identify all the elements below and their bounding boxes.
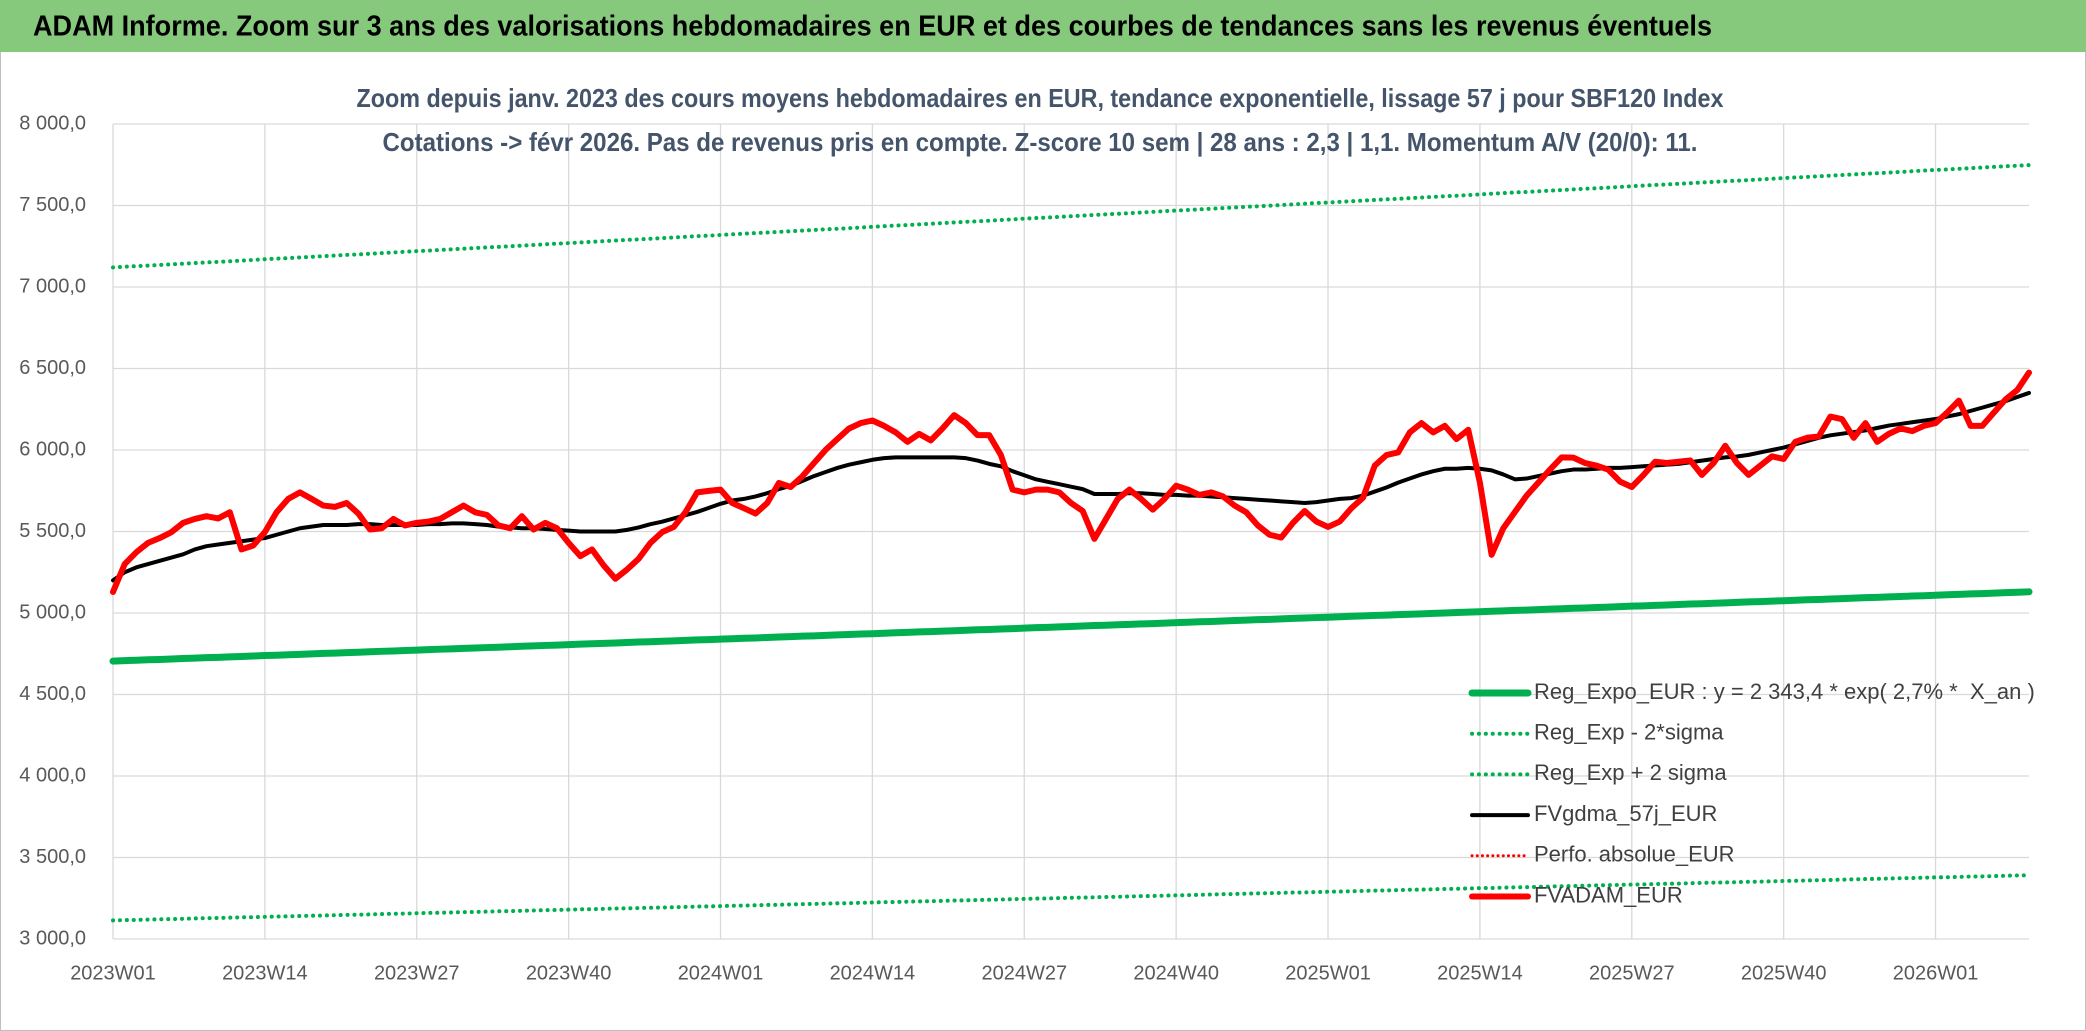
legend-label: Reg_Expo_EUR : y = 2 343,4 * exp( 2,7% *…: [1534, 679, 2035, 704]
series-line: [109, 588, 2033, 665]
series-line: [111, 390, 2031, 583]
legend-label: FVgdma_57j_EUR: [1534, 801, 1717, 826]
series-line: [111, 163, 2031, 270]
x-tick-label: 2023W40: [526, 962, 612, 984]
x-tick-label: 2024W40: [1133, 962, 1219, 984]
x-tick-label: 2025W14: [1437, 962, 1523, 984]
x-tick-label: 2023W01: [70, 962, 156, 984]
y-tick-label: 6 500,0: [19, 357, 86, 379]
chart-title: Zoom depuis janv. 2023 des cours moyens …: [357, 83, 1724, 113]
x-tick-label: 2026W01: [1893, 962, 1979, 984]
y-tick-label: 4 000,0: [19, 764, 86, 786]
grid: [112, 123, 2029, 940]
header-bar: [0, 0, 2086, 52]
y-tick-label: 5 500,0: [19, 520, 86, 542]
x-tick-label: 2025W40: [1741, 962, 1827, 984]
x-tick-label: 2023W27: [374, 962, 460, 984]
series-line: [110, 369, 2032, 595]
legend-label: Perfo. absolue_EUR: [1534, 842, 1735, 867]
header-title: ADAM Informe. Zoom sur 3 ans des valoris…: [33, 11, 1712, 43]
legend-label: FVADAM_EUR: [1534, 882, 1683, 907]
chart-subtitle: Cotations -> févr 2026. Pas de revenus p…: [383, 127, 1698, 157]
y-tick-label: 5 000,0: [19, 601, 86, 623]
y-tick-label: 3 500,0: [19, 846, 86, 868]
y-tick-label: 3 000,0: [19, 927, 86, 949]
x-tick-label: 2023W14: [222, 962, 308, 984]
y-tick-label: 7 000,0: [19, 275, 86, 297]
x-tick-label: 2025W27: [1589, 962, 1675, 984]
x-tick-label: 2024W27: [981, 962, 1067, 984]
y-tick-label: 6 000,0: [19, 438, 86, 460]
legend-label: Reg_Exp + 2 sigma: [1534, 760, 1727, 785]
y-tick-label: 7 500,0: [19, 194, 86, 216]
x-tick-label: 2024W01: [678, 962, 764, 984]
x-tick-label: 2024W14: [830, 962, 916, 984]
legend-label: Reg_Exp - 2*sigma: [1534, 720, 1724, 745]
y-tick-label: 8 000,0: [19, 112, 86, 134]
x-tick-label: 2025W01: [1285, 962, 1371, 984]
series-line: [111, 873, 2031, 923]
y-tick-label: 4 500,0: [19, 683, 86, 705]
